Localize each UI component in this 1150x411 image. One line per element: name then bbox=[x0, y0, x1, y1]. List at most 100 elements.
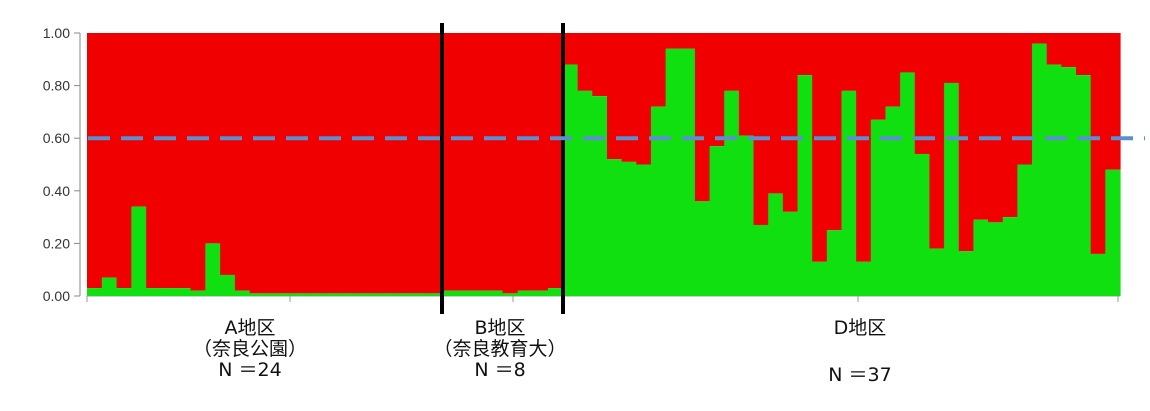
bar-red-segment bbox=[1076, 33, 1092, 76]
bar-green-segment bbox=[606, 159, 623, 296]
bar-red-segment bbox=[190, 33, 206, 291]
region-label-d: D地区 N ＝37 bbox=[760, 318, 960, 386]
bar-green-segment bbox=[457, 290, 473, 296]
bar-green-segment bbox=[958, 251, 975, 296]
bar-red-segment bbox=[782, 33, 799, 212]
bar-green-segment bbox=[190, 290, 206, 296]
bar-red-segment bbox=[294, 33, 310, 294]
region-a-place: （奈良公園） bbox=[192, 338, 307, 360]
y-tick-label: 0.20 bbox=[43, 235, 70, 251]
bar-red-segment bbox=[768, 33, 784, 194]
bar-green-segment bbox=[812, 261, 828, 296]
bar-green-segment bbox=[914, 153, 931, 296]
bar-red-segment bbox=[885, 33, 901, 107]
bar-red-segment bbox=[870, 33, 887, 120]
region-b-count: N ＝8 bbox=[474, 359, 526, 381]
bar-green-segment bbox=[1002, 217, 1018, 296]
bar-green-segment bbox=[650, 106, 667, 296]
bar-green-segment bbox=[1076, 75, 1092, 296]
bar-red-segment bbox=[738, 33, 755, 136]
bar-red-segment bbox=[812, 33, 828, 262]
bar-red-segment bbox=[1105, 33, 1121, 170]
bar-green-segment bbox=[294, 293, 310, 296]
bar-red-segment bbox=[279, 33, 295, 294]
bar-red-segment bbox=[487, 33, 504, 291]
bar-red-segment bbox=[517, 33, 534, 291]
bar-red-segment bbox=[532, 33, 549, 291]
bar-red-segment bbox=[944, 33, 960, 83]
bar-red-segment bbox=[709, 33, 725, 147]
region-d-count: N ＝37 bbox=[828, 364, 892, 386]
bar-green-segment bbox=[532, 290, 549, 296]
bar-red-segment bbox=[724, 33, 740, 91]
bar-green-segment bbox=[308, 293, 325, 296]
bar-red-segment bbox=[205, 33, 221, 244]
bar-red-segment bbox=[988, 33, 1004, 223]
bar-green-segment bbox=[160, 288, 177, 296]
bar-red-segment bbox=[87, 33, 103, 289]
bar-green-segment bbox=[694, 201, 711, 296]
bar-red-segment bbox=[900, 33, 916, 73]
bar-red-segment bbox=[621, 33, 637, 162]
bar-red-segment bbox=[412, 33, 428, 294]
bar-red-segment bbox=[234, 33, 251, 291]
bar-green-segment bbox=[517, 290, 534, 296]
bar-red-segment bbox=[1061, 33, 1077, 68]
bar-green-segment bbox=[900, 72, 916, 296]
bar-green-segment bbox=[1105, 169, 1121, 296]
bar-red-segment bbox=[427, 33, 443, 294]
bar-green-segment bbox=[547, 288, 564, 296]
bar-green-segment bbox=[234, 290, 251, 296]
bar-red-segment bbox=[1046, 33, 1062, 65]
bar-red-segment bbox=[650, 33, 667, 107]
bar-red-segment bbox=[826, 33, 843, 231]
bar-green-segment bbox=[797, 75, 813, 296]
bar-green-segment bbox=[885, 106, 901, 296]
bar-red-segment bbox=[323, 33, 340, 294]
bar-green-segment bbox=[753, 224, 769, 296]
bar-green-segment bbox=[709, 146, 725, 296]
bar-green-segment bbox=[988, 222, 1004, 296]
bar-red-segment bbox=[753, 33, 769, 225]
bar-green-segment bbox=[1032, 43, 1048, 296]
bar-red-segment bbox=[472, 33, 488, 291]
y-tick-label: 0.60 bbox=[43, 130, 70, 146]
bar-green-segment bbox=[368, 293, 384, 296]
bar-green-segment bbox=[116, 288, 132, 296]
bar-green-segment bbox=[175, 288, 192, 296]
bar-green-segment bbox=[782, 211, 799, 296]
bar-green-segment bbox=[264, 293, 280, 296]
bar-red-segment bbox=[1032, 33, 1048, 44]
bar-red-segment bbox=[101, 33, 118, 278]
bars-layer bbox=[87, 33, 1121, 297]
bar-green-segment bbox=[146, 288, 162, 296]
bar-red-segment bbox=[841, 33, 857, 91]
bar-red-segment bbox=[1090, 33, 1106, 254]
bar-green-segment bbox=[621, 161, 637, 296]
bar-green-segment bbox=[279, 293, 295, 296]
bar-green-segment bbox=[929, 248, 945, 296]
bar-green-segment bbox=[338, 293, 354, 296]
bar-red-segment bbox=[175, 33, 192, 289]
bar-red-segment bbox=[264, 33, 280, 294]
bar-green-segment bbox=[472, 290, 488, 296]
bar-green-segment bbox=[502, 293, 519, 296]
bar-red-segment bbox=[547, 33, 564, 289]
bar-red-segment bbox=[457, 33, 473, 291]
y-tick-label: 0.80 bbox=[43, 78, 70, 94]
bar-red-segment bbox=[914, 33, 931, 154]
region-b-place: （奈良教育大） bbox=[433, 338, 567, 360]
bar-red-segment bbox=[636, 33, 652, 165]
bar-green-segment bbox=[973, 219, 989, 296]
overlay-layer bbox=[88, 23, 1145, 314]
bar-red-segment bbox=[160, 33, 177, 289]
bar-green-segment bbox=[487, 290, 504, 296]
bar-green-segment bbox=[205, 243, 221, 296]
bar-green-segment bbox=[1017, 164, 1033, 296]
bar-red-segment bbox=[592, 33, 608, 97]
bar-green-segment bbox=[856, 261, 872, 296]
bar-green-segment bbox=[427, 293, 443, 296]
region-b-name: B地区 bbox=[474, 317, 526, 339]
y-tick-label: 0.40 bbox=[43, 183, 70, 199]
bar-green-segment bbox=[768, 193, 784, 296]
